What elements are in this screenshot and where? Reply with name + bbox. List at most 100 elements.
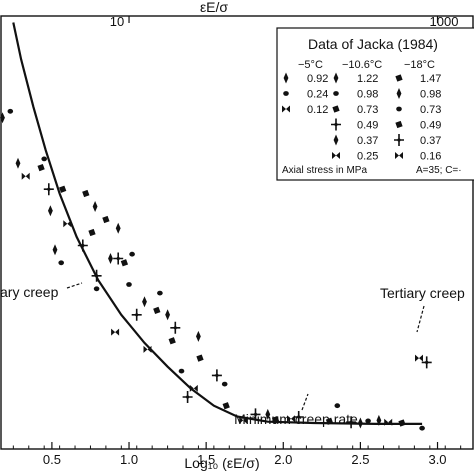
legend-header-minus18: −18°C — [404, 59, 435, 71]
data-point — [88, 228, 96, 237]
data-point — [421, 356, 432, 369]
data-point — [293, 411, 304, 423]
data-point — [334, 403, 341, 409]
data-point — [91, 269, 102, 282]
legend-value: 0.12 — [307, 104, 328, 116]
data-point — [287, 415, 295, 423]
data-point — [131, 308, 142, 321]
annotation-tertiary-creep: Tertiary creep — [380, 285, 465, 301]
legend-value: 0.37 — [420, 135, 441, 147]
legend-header-minus5: −5°C — [298, 59, 323, 71]
legend-marker — [395, 120, 403, 129]
data-point — [142, 296, 147, 308]
top-tick-label-1000: 1000 — [430, 14, 459, 29]
legend-marker — [394, 134, 404, 146]
legend-marker — [395, 74, 403, 82]
data-point — [196, 330, 201, 342]
data-point — [93, 286, 100, 292]
top-tick-label-10: 10 — [110, 14, 124, 29]
data-point — [358, 417, 363, 429]
legend-marker — [283, 91, 289, 96]
legend-box — [276, 27, 474, 181]
top-axis: εE/σ 10 1000 — [110, 0, 459, 29]
x-tick-label: 3.0 — [428, 452, 446, 467]
legend-value: 0.16 — [420, 151, 441, 163]
legend-footer-left: Axial stress in MPa — [282, 165, 367, 176]
legend-value: 0.73 — [420, 104, 441, 116]
legend-value: 1.47 — [420, 73, 441, 85]
legend-rows: 0.92 0.24 0.12 1.22 0.98 0.73 0.49 0.37 0.25 1.47… — [282, 72, 441, 163]
data-point — [92, 201, 98, 212]
data-point — [21, 172, 30, 180]
bottom-axis: 0.5 1.0 1.5 2.0 2.5 3.0 — [12, 442, 462, 467]
data-point — [59, 185, 67, 193]
legend-footer-right: A=35; C=· — [416, 165, 462, 176]
data-point — [15, 157, 21, 169]
data-point — [365, 418, 371, 424]
x-tick-label: 2.0 — [274, 452, 292, 467]
annotation-minimum-creep-rate: Minimum creep rate — [234, 411, 358, 427]
data-point — [126, 282, 132, 287]
data-point — [376, 414, 382, 426]
legend-marker — [332, 152, 340, 159]
legend-value: 0.37 — [357, 135, 378, 147]
data-point — [82, 189, 90, 198]
data-point — [43, 183, 54, 196]
annotation-primary-creep: ary creep — [0, 284, 59, 300]
data-point — [58, 260, 64, 266]
legend-value: 0.25 — [357, 151, 378, 163]
minimum-creep-curve — [12, 22, 423, 425]
data-point — [182, 391, 193, 403]
top-axis-label: εE/σ — [200, 0, 228, 15]
legend-marker — [282, 105, 290, 113]
data-point — [170, 321, 181, 334]
legend: Data of Jacka (1984) −5°C −10.6°C −18°C … — [276, 27, 474, 181]
data-point — [143, 345, 152, 353]
data-point — [41, 156, 47, 162]
data-point — [211, 369, 222, 382]
data-point — [111, 328, 120, 336]
data-point — [7, 108, 14, 114]
data-point — [178, 368, 185, 374]
data-point — [168, 337, 176, 345]
data-point — [221, 381, 228, 387]
data-point — [157, 290, 163, 296]
legend-value: 0.98 — [357, 89, 378, 101]
legend-value: 0.49 — [420, 120, 441, 132]
legend-value: 0.73 — [357, 104, 378, 116]
legend-marker — [331, 118, 341, 131]
data-point — [384, 418, 393, 426]
data-point — [222, 402, 230, 410]
data-point — [239, 416, 248, 424]
data-point — [108, 253, 113, 264]
data-point — [63, 220, 72, 228]
data-point — [189, 384, 198, 392]
legend-value: 0.98 — [420, 89, 441, 101]
data-points — [0, 108, 432, 431]
data-point — [102, 215, 110, 224]
data-point — [419, 425, 425, 431]
data-point — [113, 252, 124, 265]
tertiary-creep-pointer — [416, 305, 425, 333]
data-point — [52, 244, 58, 256]
data-point — [0, 112, 5, 124]
data-point — [415, 354, 423, 362]
data-point — [129, 251, 135, 257]
legend-value: 0.49 — [357, 120, 378, 132]
legend-value: 0.92 — [307, 73, 328, 85]
legend-title: Data of Jacka (1984) — [308, 36, 438, 52]
legend-value: 1.22 — [357, 73, 378, 85]
x-tick-label: 2.5 — [351, 452, 369, 467]
x-tick-label: 1.5 — [197, 452, 215, 467]
data-point — [271, 415, 280, 424]
legend-marker — [396, 106, 402, 112]
x-tick-label: 0.5 — [43, 452, 61, 467]
data-point — [325, 417, 334, 425]
data-point — [120, 259, 129, 267]
plot-frame — [0, 15, 474, 450]
x-tick-label: 1.0 — [120, 452, 138, 467]
data-point — [250, 408, 261, 421]
data-point — [196, 354, 204, 362]
legend-value: 0.24 — [307, 89, 328, 101]
